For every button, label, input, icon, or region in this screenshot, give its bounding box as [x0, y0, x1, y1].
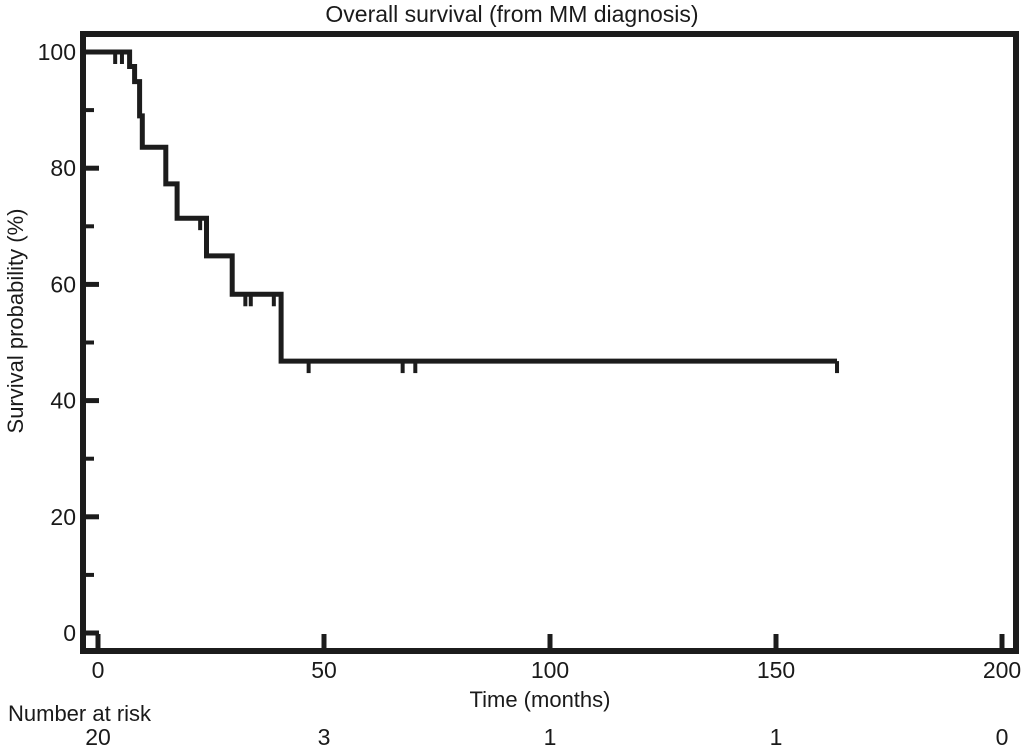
x-axis-tick-label: 50	[311, 657, 337, 683]
chart-title: Overall survival (from MM diagnosis)	[325, 1, 699, 27]
risk-count: 1	[544, 724, 557, 750]
y-axis-tick-label: 20	[50, 504, 76, 530]
y-axis-tick-label: 100	[38, 39, 76, 65]
risk-count: 1	[770, 724, 783, 750]
x-axis-tick-label: 0	[92, 657, 105, 683]
risk-count: 3	[318, 724, 331, 750]
survival-curve	[84, 49, 837, 364]
x-axis-tick-label: 200	[983, 657, 1021, 683]
plot-border	[80, 31, 1019, 654]
risk-count: 20	[85, 724, 111, 750]
y-axis-tick-label: 40	[50, 388, 76, 414]
x-axis-tick-label: 150	[757, 657, 795, 683]
x-axis-tick-label: 100	[531, 657, 569, 683]
y-axis-tick-label: 60	[50, 271, 76, 297]
number-at-risk-label: Number at risk	[8, 701, 152, 726]
x-axis-title: Time (months)	[469, 687, 611, 712]
y-axis-tick-label: 80	[50, 155, 76, 181]
risk-count: 0	[996, 724, 1009, 750]
y-axis-tick-label: 0	[63, 620, 76, 646]
